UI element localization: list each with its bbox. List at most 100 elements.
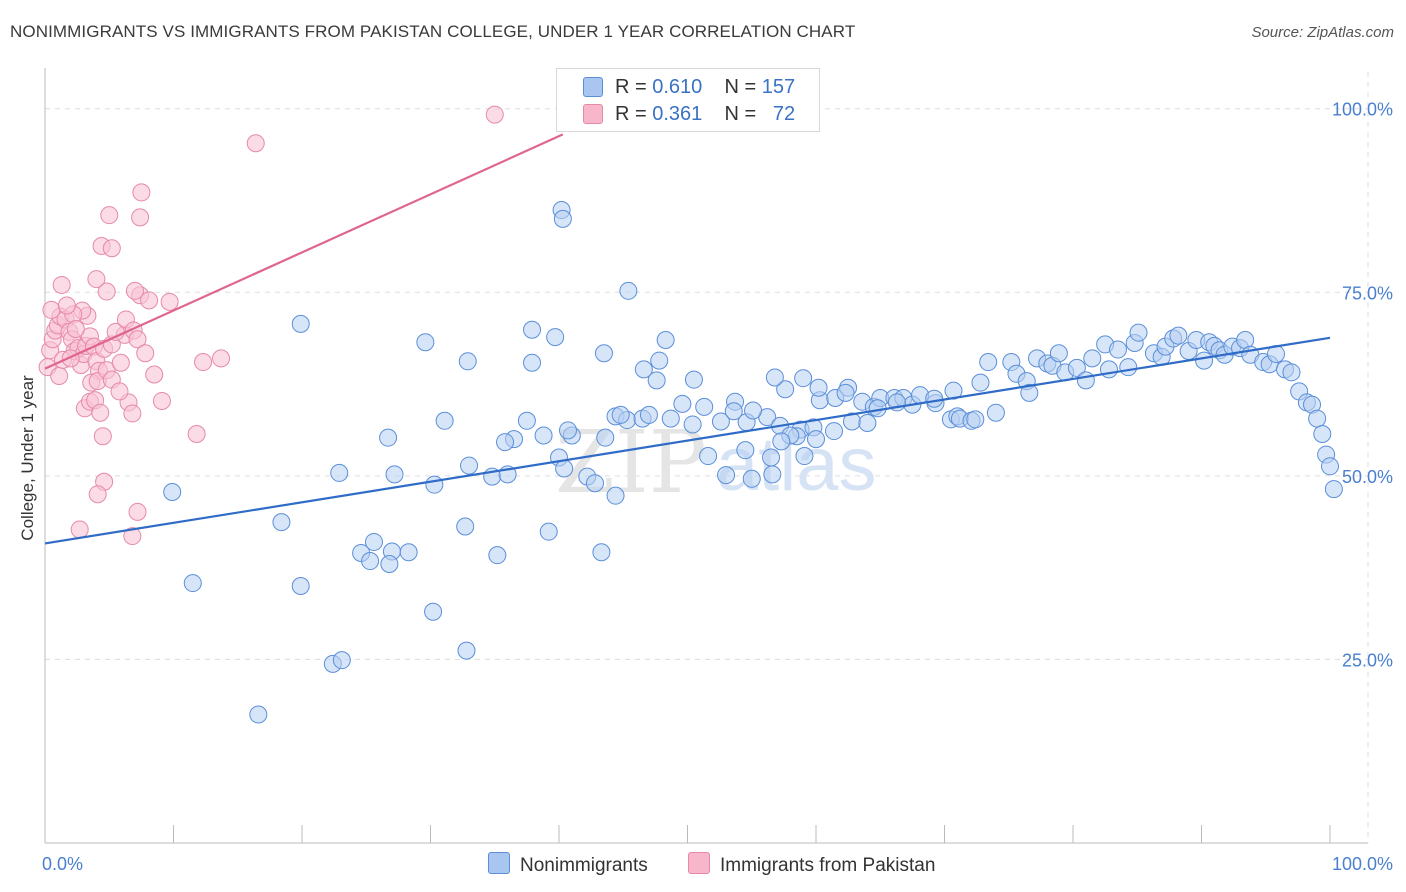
pakistan-trend-line <box>44 133 564 370</box>
nonimmigrant-point <box>611 405 630 424</box>
axes <box>44 68 1368 844</box>
nonimmigrant-point <box>647 371 666 390</box>
axis-labels: 25.0% 50.0% 75.0% 100.0% 0.0% 100.0% College, … <box>18 100 1393 874</box>
nonimmigrant-point <box>824 422 843 441</box>
nonimmigrant-point <box>684 370 703 389</box>
y-tick-label: 75.0% <box>1342 283 1393 303</box>
nonimmigrant-point <box>1020 383 1039 402</box>
pakistan-point <box>93 427 112 446</box>
nonimmigrant-point <box>742 469 761 488</box>
nonimmigrant-point <box>1049 344 1068 363</box>
nonimmigrant-point <box>163 483 182 502</box>
nonimmigrant-point <box>1308 409 1327 428</box>
nonimmigrant-point <box>457 641 476 660</box>
legend-swatch-pink <box>688 852 710 874</box>
nonimmigrant-point <box>330 463 349 482</box>
y-tick-label: 100.0% <box>1332 100 1393 120</box>
nonimmigrant-point <box>488 546 507 565</box>
nonimmigrant-point <box>496 433 515 452</box>
nonimmigrant-point <box>979 353 998 372</box>
nonimmigrant-point <box>836 383 855 402</box>
nonimmigrant-point <box>1169 326 1188 345</box>
nonimmigrant-point <box>291 314 310 333</box>
nonimmigrant-point <box>539 522 558 541</box>
x-tick-label-min: 0.0% <box>42 854 83 874</box>
nonimmigrant-point <box>944 381 963 400</box>
nonimmigrant-point <box>858 413 877 432</box>
nonimmigrant-point <box>1313 425 1332 444</box>
nonimmigrant-point <box>744 401 763 420</box>
nonimmigrant-point <box>683 415 702 434</box>
pakistan-point <box>194 353 213 372</box>
nonimmigrant-point <box>986 403 1005 422</box>
nonimmigrant-point <box>776 380 795 399</box>
nonimmigrant-point <box>534 426 553 445</box>
grid-lines <box>45 72 1369 843</box>
nonimmigrant-point <box>1195 351 1214 370</box>
nonimmigrant-point <box>661 409 680 428</box>
legend-text: R = 0.610 N = 157 <box>615 76 795 99</box>
watermark-zip: ZIP <box>555 413 707 513</box>
y-tick-label: 25.0% <box>1342 650 1393 670</box>
nonimmigrant-point <box>594 344 613 363</box>
pakistan-point <box>102 239 121 258</box>
pakistan-point <box>152 391 171 410</box>
nonimmigrant-point <box>807 430 825 449</box>
stats-legend: R = 0.610 N = 157 R = 0.361 N = 72 <box>556 68 820 132</box>
legend-swatch-pink <box>583 104 603 124</box>
nonimmigrant-point <box>558 421 577 440</box>
nonimmigrant-point <box>585 474 604 493</box>
nonimmigrant-point <box>634 360 653 379</box>
nonimmigrant-point <box>272 513 291 532</box>
pakistan-point <box>140 291 159 310</box>
legend-text: R = 0.361 N = 72 <box>615 103 795 126</box>
nonimmigrant-points <box>163 201 1343 724</box>
pakistan-point <box>128 330 147 349</box>
pakistan-point <box>187 425 206 444</box>
nonimmigrant-point <box>380 554 399 573</box>
pakistan-point <box>52 275 71 294</box>
watermark: ZIP atlas <box>555 413 877 513</box>
nonimmigrant-point <box>435 411 454 430</box>
nonimmigrant-point <box>592 543 611 562</box>
nonimmigrant-point <box>364 532 383 551</box>
nonimmigrant-point <box>772 432 791 451</box>
n-value: 157 <box>761 75 796 98</box>
nonimmigrant-point <box>458 352 477 371</box>
nonimmigrant-point <box>183 574 202 593</box>
pakistan-point <box>123 527 142 546</box>
nonimmigrant-point <box>699 447 718 466</box>
pakistan-point <box>57 296 76 315</box>
r-value: 0.361 <box>652 102 703 125</box>
nonimmigrant-point <box>1099 360 1118 379</box>
pakistan-point <box>111 353 130 372</box>
legend-item-nonimmigrants: Nonimmigrants <box>488 852 648 877</box>
nonimmigrant-point <box>1282 363 1301 382</box>
nonimmigrant-point <box>639 405 658 424</box>
nonimmigrant-point <box>517 411 536 430</box>
pakistan-point <box>66 320 85 338</box>
nonimmigrant-trend-line <box>44 336 1331 545</box>
legend-item-pakistan: Immigrants from Pakistan <box>688 852 935 877</box>
nonimmigrant-point <box>361 552 380 571</box>
pakistan-point <box>212 349 231 368</box>
r-value: 0.610 <box>652 75 703 98</box>
pakistan-point <box>97 282 116 301</box>
pakistan-point <box>50 366 69 385</box>
legend-swatch-blue <box>488 852 510 874</box>
pakistan-point <box>485 105 504 124</box>
nonimmigrant-point <box>379 428 398 447</box>
nonimmigrant-point <box>1324 480 1343 499</box>
nonimmigrant-point <box>523 320 542 339</box>
legend-swatch-blue <box>583 77 603 97</box>
y-axis-label: College, Under 1 year <box>18 375 37 541</box>
legend-label: Immigrants from Pakistan <box>720 855 936 876</box>
nonimmigrant-point <box>1083 349 1102 368</box>
nonimmigrant-point <box>650 351 669 370</box>
pakistan-point <box>131 208 150 227</box>
x-tick-label-max: 100.0% <box>1332 854 1393 874</box>
nonimmigrant-point <box>606 486 625 505</box>
pakistan-point <box>125 281 144 300</box>
n-label: N = <box>724 102 757 125</box>
